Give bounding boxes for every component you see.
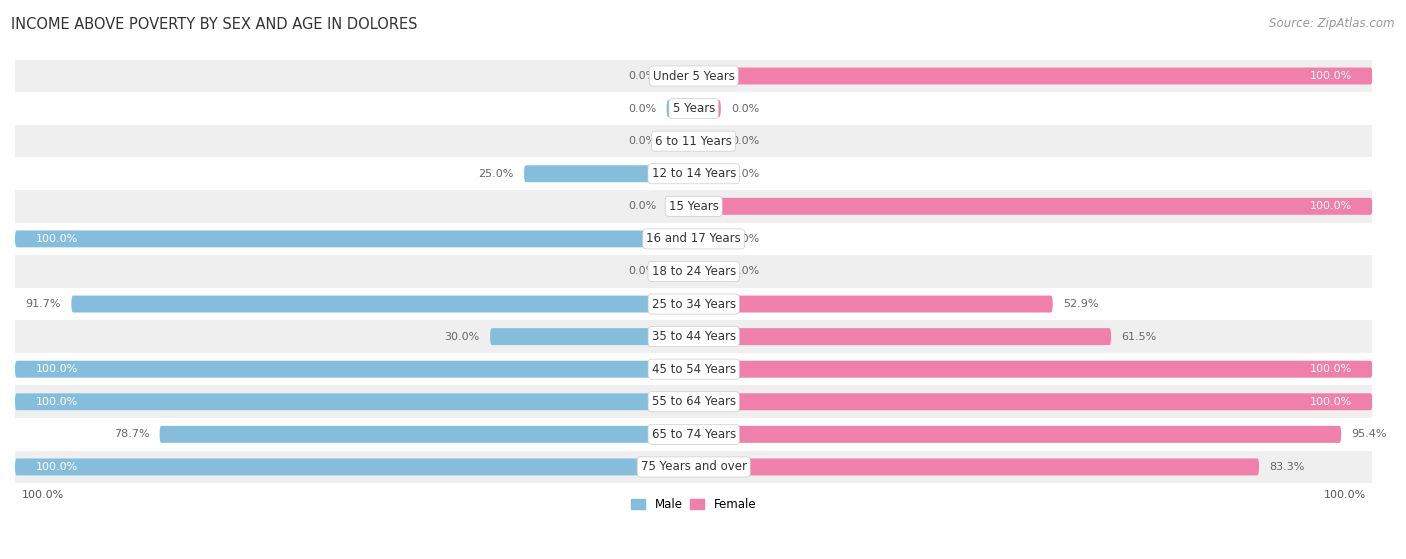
FancyBboxPatch shape [491, 328, 693, 345]
Text: 75 Years and over: 75 Years and over [641, 461, 747, 473]
Bar [15, 92, 1372, 125]
FancyBboxPatch shape [666, 198, 693, 215]
Text: 83.3%: 83.3% [1270, 462, 1305, 472]
Text: 100.0%: 100.0% [21, 490, 65, 500]
Text: 0.0%: 0.0% [731, 136, 759, 146]
FancyBboxPatch shape [666, 68, 693, 84]
Text: 95.4%: 95.4% [1351, 429, 1386, 439]
Text: 5 Years: 5 Years [672, 102, 714, 115]
FancyBboxPatch shape [15, 230, 693, 248]
Legend: Male, Female: Male, Female [627, 493, 761, 515]
Text: 0.0%: 0.0% [731, 267, 759, 277]
FancyBboxPatch shape [693, 328, 1111, 345]
FancyBboxPatch shape [693, 165, 721, 182]
Text: 0.0%: 0.0% [628, 71, 657, 81]
Text: 61.5%: 61.5% [1121, 331, 1157, 342]
FancyBboxPatch shape [693, 361, 1372, 378]
FancyBboxPatch shape [693, 263, 721, 280]
Text: 45 to 54 Years: 45 to 54 Years [651, 363, 735, 376]
FancyBboxPatch shape [72, 296, 693, 312]
Bar [15, 353, 1372, 386]
Text: 0.0%: 0.0% [628, 201, 657, 211]
Bar [15, 158, 1372, 190]
FancyBboxPatch shape [693, 230, 721, 248]
Text: 52.9%: 52.9% [1063, 299, 1098, 309]
FancyBboxPatch shape [666, 100, 693, 117]
Bar [15, 255, 1372, 288]
FancyBboxPatch shape [693, 394, 1372, 410]
Text: INCOME ABOVE POVERTY BY SEX AND AGE IN DOLORES: INCOME ABOVE POVERTY BY SEX AND AGE IN D… [11, 17, 418, 32]
FancyBboxPatch shape [15, 458, 693, 475]
Bar [15, 451, 1372, 483]
Text: 0.0%: 0.0% [731, 234, 759, 244]
Text: 0.0%: 0.0% [628, 136, 657, 146]
FancyBboxPatch shape [15, 394, 693, 410]
Text: 100.0%: 100.0% [1310, 364, 1353, 374]
Text: 78.7%: 78.7% [114, 429, 149, 439]
Text: 30.0%: 30.0% [444, 331, 479, 342]
Text: 100.0%: 100.0% [35, 462, 77, 472]
Text: 25 to 34 Years: 25 to 34 Years [651, 297, 735, 311]
Text: 100.0%: 100.0% [1310, 397, 1353, 407]
Text: 100.0%: 100.0% [1323, 490, 1365, 500]
Bar [15, 418, 1372, 451]
FancyBboxPatch shape [159, 426, 693, 443]
Text: 0.0%: 0.0% [731, 103, 759, 113]
Text: 0.0%: 0.0% [628, 267, 657, 277]
Text: 15 Years: 15 Years [669, 200, 718, 213]
Text: 0.0%: 0.0% [628, 103, 657, 113]
FancyBboxPatch shape [693, 458, 1258, 475]
FancyBboxPatch shape [666, 263, 693, 280]
Bar [15, 125, 1372, 158]
Text: 25.0%: 25.0% [478, 169, 513, 179]
Text: 100.0%: 100.0% [35, 397, 77, 407]
Bar [15, 288, 1372, 320]
FancyBboxPatch shape [693, 68, 1372, 84]
Text: Under 5 Years: Under 5 Years [652, 69, 734, 83]
Text: 100.0%: 100.0% [35, 364, 77, 374]
Text: 91.7%: 91.7% [25, 299, 60, 309]
Text: 100.0%: 100.0% [1310, 71, 1353, 81]
Text: 6 to 11 Years: 6 to 11 Years [655, 135, 733, 148]
Text: 100.0%: 100.0% [1310, 201, 1353, 211]
Bar [15, 222, 1372, 255]
Text: 12 to 14 Years: 12 to 14 Years [651, 167, 735, 180]
Bar [15, 190, 1372, 222]
Text: 65 to 74 Years: 65 to 74 Years [651, 428, 735, 441]
FancyBboxPatch shape [693, 296, 1053, 312]
Text: 35 to 44 Years: 35 to 44 Years [651, 330, 735, 343]
Text: 18 to 24 Years: 18 to 24 Years [651, 265, 735, 278]
Text: 16 and 17 Years: 16 and 17 Years [647, 233, 741, 245]
FancyBboxPatch shape [693, 198, 1372, 215]
FancyBboxPatch shape [524, 165, 693, 182]
Text: 100.0%: 100.0% [35, 234, 77, 244]
FancyBboxPatch shape [693, 132, 721, 150]
Text: Source: ZipAtlas.com: Source: ZipAtlas.com [1270, 17, 1395, 30]
Bar [15, 320, 1372, 353]
FancyBboxPatch shape [666, 132, 693, 150]
Bar [15, 386, 1372, 418]
Text: 55 to 64 Years: 55 to 64 Years [651, 395, 735, 408]
FancyBboxPatch shape [693, 426, 1341, 443]
Bar [15, 60, 1372, 92]
Text: 0.0%: 0.0% [731, 169, 759, 179]
FancyBboxPatch shape [15, 361, 693, 378]
FancyBboxPatch shape [693, 100, 721, 117]
